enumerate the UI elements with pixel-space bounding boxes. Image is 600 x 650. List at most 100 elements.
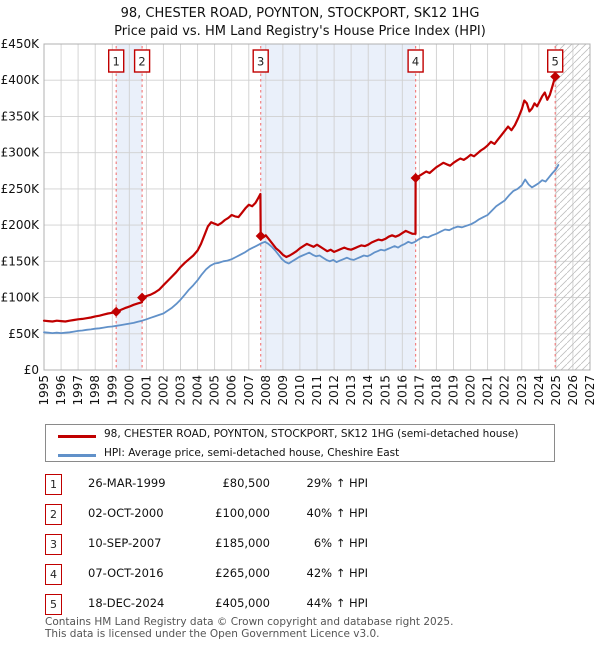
sale-number-box-5 bbox=[547, 49, 564, 73]
x-tick-label: 2016 bbox=[395, 375, 409, 406]
x-tick-label: 2009 bbox=[276, 375, 290, 406]
y-tick-label: £250K bbox=[1, 182, 41, 196]
transaction-price: £100,000 bbox=[215, 506, 270, 520]
sale-number-label-5: 5 bbox=[552, 55, 559, 69]
x-tick-label: 2014 bbox=[361, 375, 375, 406]
y-tick-label: £350K bbox=[1, 109, 41, 123]
page-subtitle: Price paid vs. HM Land Registry's House … bbox=[114, 24, 486, 39]
y-tick-label: £450K bbox=[1, 37, 41, 51]
ownership-band-2 bbox=[260, 44, 416, 370]
sale-marker-4 bbox=[410, 173, 421, 183]
x-tick-label: 2022 bbox=[498, 375, 512, 406]
sale-marker-1 bbox=[111, 306, 122, 317]
transaction-date: 26-MAR-1999 bbox=[88, 476, 166, 490]
y-tick-label: £300K bbox=[1, 146, 41, 160]
hpi-line-swatch bbox=[58, 454, 96, 457]
x-tick-label: 1995 bbox=[37, 375, 51, 406]
sale-number-label-2: 2 bbox=[138, 55, 145, 69]
x-tick-label: 2012 bbox=[327, 375, 341, 406]
x-tick-label: 1996 bbox=[54, 375, 68, 406]
sale-number-box-4 bbox=[407, 49, 424, 73]
transaction-number-badge: 4 bbox=[45, 564, 62, 585]
y-tick-label: £200K bbox=[1, 218, 41, 232]
transaction-vs-hpi: 29% ↑ HPI bbox=[306, 476, 368, 490]
transaction-price: £265,000 bbox=[215, 566, 270, 580]
x-tick-label: 2005 bbox=[208, 375, 222, 406]
x-tick-label: 2008 bbox=[259, 375, 273, 406]
transaction-price: £80,500 bbox=[222, 476, 270, 490]
transaction-number-badge: 3 bbox=[45, 534, 62, 555]
x-tick-label: 2000 bbox=[122, 375, 136, 406]
y-tick-label: £50K bbox=[8, 327, 40, 341]
x-tick-label: 2025 bbox=[549, 375, 563, 406]
y-tick-label: £400K bbox=[1, 73, 41, 87]
sale-marker-3 bbox=[255, 231, 266, 241]
x-tick-label: 2006 bbox=[225, 375, 239, 406]
footer-line-2: This data is licensed under the Open Gov… bbox=[45, 627, 380, 640]
y-tick-label: £150K bbox=[1, 254, 41, 268]
transaction-price: £405,000 bbox=[215, 596, 270, 610]
transaction-vs-hpi: 44% ↑ HPI bbox=[306, 596, 368, 610]
x-tick-label: 2023 bbox=[515, 375, 529, 406]
x-tick-label: 2011 bbox=[310, 375, 324, 406]
transaction-number-badge: 1 bbox=[45, 474, 62, 495]
x-tick-label: 2013 bbox=[344, 375, 358, 406]
future-hatch-region bbox=[555, 44, 590, 370]
x-tick-label: 2018 bbox=[429, 375, 443, 406]
transaction-table: 1 26-MAR-1999 £80,500 29% ↑ HPI 2 02-OCT-2000… bbox=[45, 470, 555, 620]
transaction-date: 02-OCT-2000 bbox=[88, 506, 164, 520]
transaction-row-5: 5 18-DEC-2024 £405,000 44% ↑ HPI bbox=[45, 590, 555, 620]
x-tick-label: 2007 bbox=[242, 375, 256, 406]
sale-number-box-2 bbox=[133, 49, 151, 73]
sale-number-box-3 bbox=[252, 49, 269, 73]
x-tick-label: 1998 bbox=[88, 375, 102, 406]
x-tick-label: 2015 bbox=[378, 375, 392, 406]
license-footer: Contains HM Land Registry data © Crown c… bbox=[45, 616, 585, 640]
chart-legend: 98, CHESTER ROAD, POYNTON, STOCKPORT, SK… bbox=[45, 424, 555, 462]
transaction-row-4: 4 07-OCT-2016 £265,000 42% ↑ HPI bbox=[45, 560, 555, 590]
x-tick-label: 2021 bbox=[481, 375, 495, 406]
x-tick-label: 2017 bbox=[412, 375, 426, 406]
x-tick-label: 2003 bbox=[174, 375, 188, 406]
y-tick-label: £0 bbox=[24, 363, 39, 377]
legend-entry-property: 98, CHESTER ROAD, POYNTON, STOCKPORT, SK… bbox=[46, 427, 554, 444]
x-tick-label: 2020 bbox=[464, 375, 478, 406]
legend-label: 98, CHESTER ROAD, POYNTON, STOCKPORT, SK… bbox=[104, 428, 519, 440]
x-tick-label: 2004 bbox=[191, 375, 205, 406]
transaction-date: 18-DEC-2024 bbox=[88, 596, 165, 610]
page-title: 98, CHESTER ROAD, POYNTON, STOCKPORT, SK… bbox=[120, 6, 480, 21]
sale-number-label-3: 3 bbox=[257, 55, 264, 69]
transaction-row-3: 3 10-SEP-2007 £185,000 6% ↑ HPI bbox=[45, 530, 555, 560]
x-tick-label: 1997 bbox=[71, 375, 85, 406]
x-tick-label: 2019 bbox=[447, 375, 461, 406]
x-tick-label: 2027 bbox=[583, 375, 597, 406]
transaction-date: 07-OCT-2016 bbox=[88, 566, 164, 580]
x-tick-label: 2001 bbox=[139, 375, 153, 406]
transaction-number-badge: 5 bbox=[45, 594, 62, 615]
transaction-number-badge: 2 bbox=[45, 504, 62, 525]
x-tick-label: 1999 bbox=[105, 375, 119, 406]
hpi-line bbox=[43, 164, 560, 335]
legend-label: HPI: Average price, semi-detached house,… bbox=[104, 447, 400, 459]
x-tick-label: 2010 bbox=[293, 375, 307, 406]
x-tick-label: 2026 bbox=[566, 375, 580, 406]
transaction-row-2: 2 02-OCT-2000 £100,000 40% ↑ HPI bbox=[45, 500, 555, 530]
price-chart: 1 2 3 4 5 £0 £50K £100K £150K £200K £250K £300K £350… bbox=[1, 37, 597, 406]
sale-marker-2 bbox=[137, 292, 148, 303]
sale-number-box-1 bbox=[107, 49, 125, 73]
legend-entry-hpi: HPI: Average price, semi-detached house,… bbox=[46, 446, 554, 463]
sale-marker-5 bbox=[550, 71, 561, 82]
transaction-date: 10-SEP-2007 bbox=[88, 536, 162, 550]
sale-number-label-1: 1 bbox=[113, 55, 120, 69]
x-tick-label: 2002 bbox=[156, 375, 170, 406]
plot-frame bbox=[43, 43, 591, 371]
sale-number-label-4: 4 bbox=[412, 55, 419, 69]
transaction-price: £185,000 bbox=[215, 536, 270, 550]
x-tick-label: 2024 bbox=[532, 375, 546, 406]
transaction-vs-hpi: 40% ↑ HPI bbox=[306, 506, 368, 520]
transaction-row-1: 1 26-MAR-1999 £80,500 29% ↑ HPI bbox=[45, 470, 555, 500]
transaction-vs-hpi: 6% ↑ HPI bbox=[313, 536, 368, 550]
property-line-swatch bbox=[58, 435, 96, 438]
transaction-vs-hpi: 42% ↑ HPI bbox=[306, 566, 368, 580]
